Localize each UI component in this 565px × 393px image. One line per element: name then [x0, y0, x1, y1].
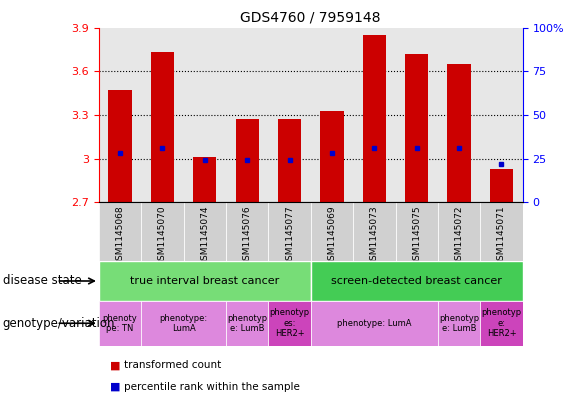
Bar: [141, 28, 184, 202]
Bar: [320, 110, 344, 202]
Text: GSM1145070: GSM1145070: [158, 205, 167, 266]
Bar: [480, 301, 523, 346]
Bar: [278, 119, 301, 202]
Bar: [99, 28, 141, 202]
Text: true interval breast cancer: true interval breast cancer: [130, 276, 280, 286]
Text: GSM1145072: GSM1145072: [455, 205, 463, 266]
Text: GSM1145077: GSM1145077: [285, 205, 294, 266]
Bar: [226, 301, 268, 346]
Bar: [311, 301, 438, 346]
Bar: [405, 54, 428, 202]
Bar: [236, 119, 259, 202]
Text: GSM1145075: GSM1145075: [412, 205, 421, 266]
Text: phenoty
pe: TN: phenoty pe: TN: [103, 314, 137, 333]
Text: ■: ■: [110, 360, 121, 371]
Bar: [480, 28, 523, 202]
Text: GSM1145074: GSM1145074: [201, 205, 209, 266]
Bar: [184, 28, 226, 202]
Bar: [311, 202, 353, 261]
Bar: [311, 261, 523, 301]
Text: percentile rank within the sample: percentile rank within the sample: [124, 382, 300, 392]
Text: screen-detected breast cancer: screen-detected breast cancer: [331, 276, 502, 286]
Bar: [447, 64, 471, 202]
Bar: [99, 301, 141, 346]
Bar: [438, 28, 480, 202]
Bar: [268, 202, 311, 261]
Bar: [353, 202, 396, 261]
Text: genotype/variation: genotype/variation: [3, 317, 115, 330]
Bar: [438, 202, 480, 261]
Text: ■: ■: [110, 382, 121, 392]
Bar: [363, 35, 386, 202]
Text: phenotype:
LumA: phenotype: LumA: [159, 314, 208, 333]
Bar: [311, 28, 353, 202]
Bar: [141, 202, 184, 261]
Text: phenotyp
es:
HER2+: phenotyp es: HER2+: [270, 309, 310, 338]
Bar: [353, 28, 396, 202]
Text: GSM1145069: GSM1145069: [328, 205, 336, 266]
Text: GSM1145071: GSM1145071: [497, 205, 506, 266]
Text: phenotyp
e: LumB: phenotyp e: LumB: [227, 314, 267, 333]
Bar: [99, 202, 141, 261]
Bar: [184, 202, 226, 261]
Text: GSM1145068: GSM1145068: [116, 205, 124, 266]
Bar: [226, 28, 268, 202]
Text: phenotyp
e: LumB: phenotyp e: LumB: [439, 314, 479, 333]
Bar: [141, 301, 226, 346]
Bar: [151, 52, 174, 202]
Bar: [480, 202, 523, 261]
Title: GDS4760 / 7959148: GDS4760 / 7959148: [241, 11, 381, 25]
Bar: [396, 28, 438, 202]
Bar: [438, 301, 480, 346]
Text: phenotyp
e:
HER2+: phenotyp e: HER2+: [481, 309, 521, 338]
Text: phenotype: LumA: phenotype: LumA: [337, 319, 411, 328]
Bar: [268, 28, 311, 202]
Bar: [99, 261, 311, 301]
Text: GSM1145076: GSM1145076: [243, 205, 251, 266]
Text: transformed count: transformed count: [124, 360, 221, 371]
Bar: [490, 169, 513, 202]
Bar: [396, 202, 438, 261]
Bar: [193, 157, 216, 202]
Text: disease state: disease state: [3, 274, 81, 288]
Text: GSM1145073: GSM1145073: [370, 205, 379, 266]
Bar: [108, 90, 132, 202]
Bar: [268, 301, 311, 346]
Bar: [226, 202, 268, 261]
